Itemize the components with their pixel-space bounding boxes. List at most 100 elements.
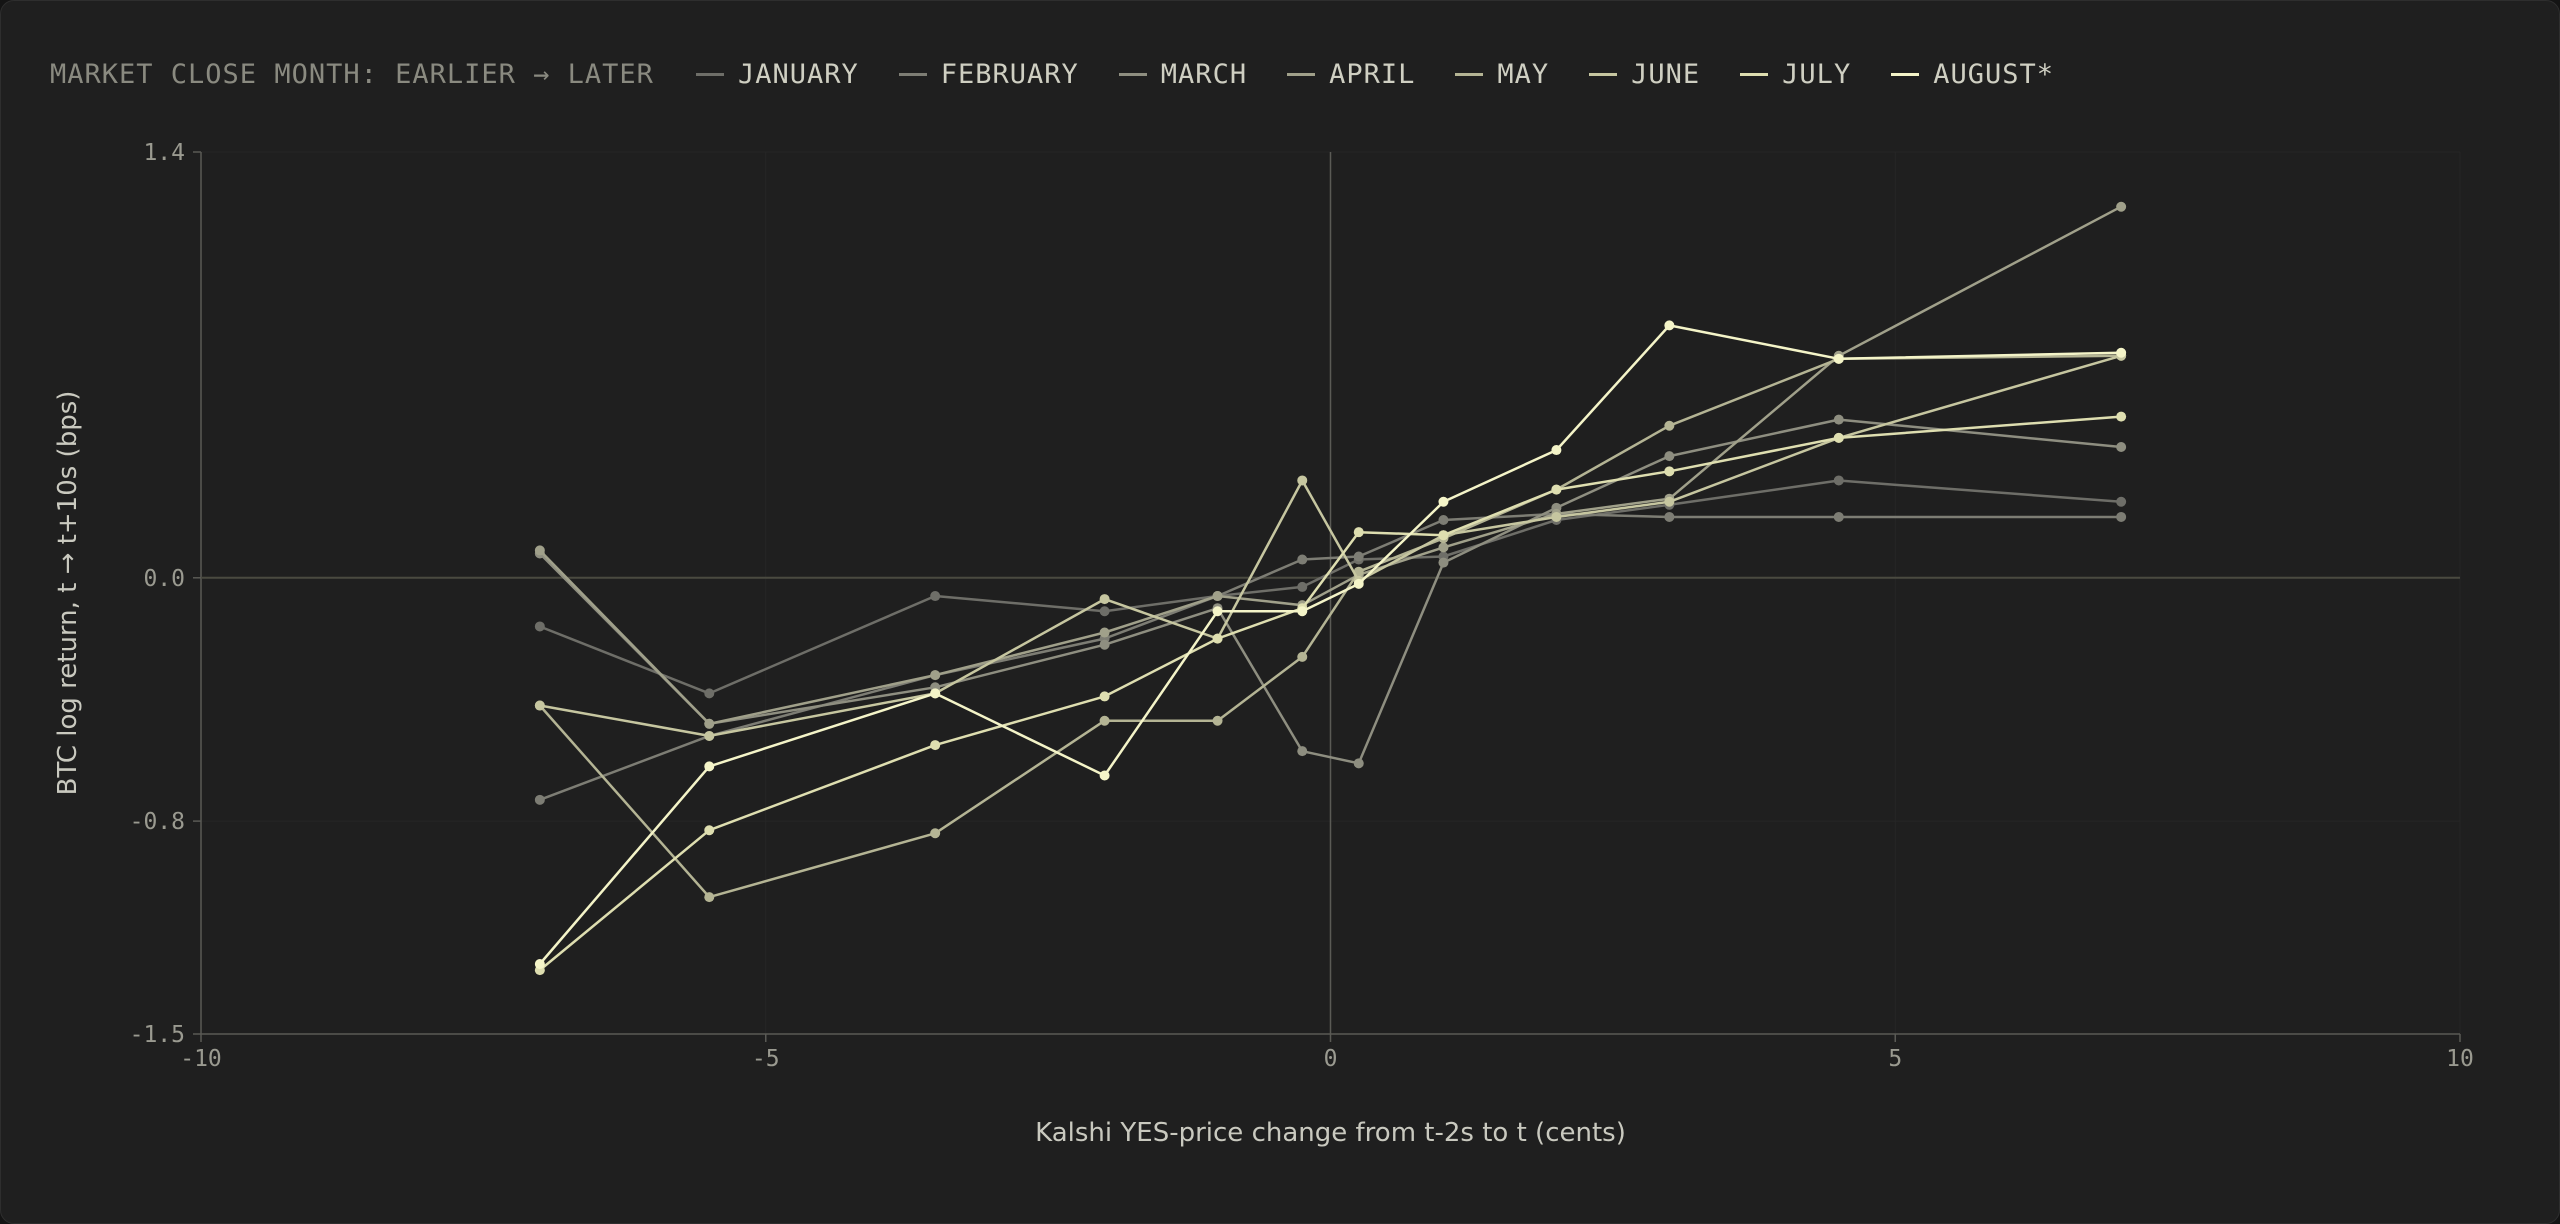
series-line — [538, 324, 2122, 965]
data-point — [1353, 758, 1364, 769]
y-tick-label: -0.8 — [130, 809, 185, 835]
x-tick-label: 5 — [1888, 1046, 1902, 1072]
series-line — [538, 418, 2122, 765]
legend-swatch — [1455, 72, 1484, 76]
data-point — [1438, 530, 1449, 541]
data-point — [1353, 578, 1364, 589]
legend-item-april: APRIL — [1287, 59, 1415, 90]
data-point — [704, 761, 715, 772]
x-tick-label: -5 — [752, 1046, 780, 1072]
data-point — [1664, 420, 1675, 431]
data-point — [930, 591, 941, 602]
data-point — [1551, 511, 1562, 522]
legend-item-august: AUGUST* — [1891, 59, 2054, 90]
legend-item-june: JUNE — [1589, 59, 1700, 90]
data-point — [1664, 320, 1675, 331]
data-point — [1212, 715, 1223, 726]
data-point — [2116, 496, 2127, 507]
data-point — [1833, 414, 1844, 425]
data-point — [1297, 554, 1308, 565]
data-point — [1664, 451, 1675, 462]
series-line — [539, 354, 2122, 738]
data-point — [1438, 557, 1449, 568]
data-point — [1099, 715, 1110, 726]
data-point — [1099, 691, 1110, 702]
legend-swatch — [898, 72, 927, 76]
legend-label: APRIL — [1329, 58, 1416, 90]
data-point — [1438, 515, 1449, 526]
data-point — [1664, 466, 1675, 477]
data-point — [704, 730, 715, 741]
data-point — [1099, 627, 1110, 638]
data-point — [930, 670, 941, 681]
series-line — [538, 354, 2122, 899]
y-ticks: -1.5 -0.8 0.0 1.4 — [130, 140, 201, 1048]
x-axis-title: Kalshi YES-price change from t-2s to t (… — [1035, 1118, 1626, 1148]
legend-label: JANUARY — [737, 58, 859, 90]
data-point — [1353, 527, 1364, 538]
legend-swatch — [1118, 72, 1147, 76]
data-point — [534, 545, 545, 556]
data-point — [1099, 770, 1110, 781]
data-point — [1212, 606, 1223, 617]
legend-label: JULY — [1782, 58, 1852, 90]
data-point — [1551, 445, 1562, 456]
series-line — [539, 479, 2122, 695]
y-axis-title: BTC log return, t → t+10s (bps) — [53, 391, 83, 796]
legend-label: FEBRUARY — [940, 58, 1079, 90]
legend-swatch — [695, 72, 724, 76]
data-point — [534, 794, 545, 805]
y-tick-label: 0.0 — [143, 566, 185, 592]
data-point — [1664, 511, 1675, 522]
series-line — [539, 512, 2122, 801]
data-point — [930, 688, 941, 699]
axes — [200, 152, 2460, 1035]
data-point — [1297, 581, 1308, 592]
data-point — [1551, 484, 1562, 495]
data-point — [1833, 475, 1844, 486]
series — [534, 201, 2127, 976]
legend-swatch — [1891, 72, 1920, 76]
data-point — [534, 700, 545, 711]
legend-label: JUNE — [1631, 58, 1701, 90]
legend-swatch — [1740, 72, 1769, 76]
data-point — [1099, 639, 1110, 650]
legend-label: MAY — [1497, 58, 1550, 90]
data-point — [1438, 542, 1449, 553]
data-point — [1297, 746, 1308, 757]
legend-item-may: MAY — [1455, 59, 1549, 90]
legend-label: MARCH — [1160, 58, 1248, 90]
legend-swatch — [1287, 72, 1316, 76]
series-line — [538, 205, 2122, 726]
data-point — [2116, 201, 2127, 212]
data-point — [1212, 633, 1223, 644]
data-point — [1664, 496, 1675, 507]
data-point — [704, 825, 715, 836]
data-point — [930, 828, 941, 839]
data-point — [1833, 432, 1844, 443]
data-point — [704, 892, 715, 903]
data-point — [1297, 606, 1308, 617]
data-point — [1353, 551, 1364, 562]
series-august — [534, 320, 2127, 970]
data-point — [704, 718, 715, 729]
data-point — [1833, 353, 1844, 364]
data-point — [1833, 511, 1844, 522]
data-point — [2116, 411, 2127, 422]
legend-item-january: JANUARY — [695, 58, 859, 90]
legend-item-march: MARCH — [1118, 58, 1248, 90]
x-tick-label: -10 — [180, 1046, 222, 1072]
x-tick-label: 0 — [1324, 1046, 1338, 1072]
legend-item-february: FEBRUARY — [898, 58, 1079, 90]
data-point — [534, 959, 545, 970]
legend-label: AUGUST* — [1933, 58, 2054, 90]
data-point — [534, 621, 545, 632]
data-point — [2116, 347, 2127, 358]
x-ticks: -10 -5 0 5 10 — [180, 1034, 2474, 1072]
legend-item-july: JULY — [1740, 59, 1851, 90]
data-point — [1099, 594, 1110, 605]
legend: MARKET CLOSE MONTH: EARLIER → LATER JANU… — [50, 54, 2094, 94]
data-point — [1297, 651, 1308, 662]
series-july — [534, 411, 2127, 976]
